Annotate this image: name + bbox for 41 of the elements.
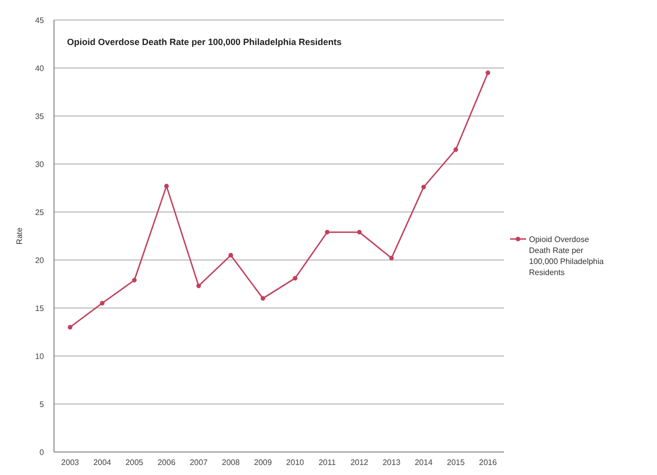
text: Opioid Overdose Death Rate per 100,000 Philadelphia Residents [67, 37, 342, 47]
y-tick-label: 5 [40, 400, 45, 409]
point [421, 184, 426, 190]
point [260, 296, 266, 301]
x-tick-label: 2009 [254, 458, 272, 467]
y-tick-label: 20 [35, 256, 45, 265]
y-tick-label: 45 [35, 16, 45, 25]
y-tick-label: 40 [35, 64, 45, 73]
y-tick-label: 30 [35, 160, 45, 169]
x-tick-label: 2004 [93, 458, 112, 467]
y-tick-label: 35 [35, 112, 45, 121]
y-tick-label: 10 [35, 352, 45, 361]
y-tick-label: 25 [35, 208, 45, 217]
point [389, 256, 394, 260]
x-tick-label: 2015 [446, 458, 466, 467]
y-tick-label: 15 [35, 304, 45, 313]
legend-label: Opioid Overdose Death Rate per 100,000 Philadelphia Residents [529, 235, 604, 277]
y-tick-label: 0 [40, 448, 45, 457]
x-tick-label: 2016 [479, 458, 498, 467]
x-tick-label: 2008 [222, 458, 240, 467]
x-tick-label: 2014 [414, 458, 434, 467]
point [164, 184, 169, 188]
point [132, 278, 137, 282]
x-tick-label: 2012 [350, 458, 369, 467]
point [292, 276, 298, 281]
point [100, 300, 105, 306]
x-tick-label: 2003 [61, 458, 80, 467]
x-tick-label: 2010 [286, 458, 305, 467]
point [453, 147, 458, 152]
point [486, 70, 490, 76]
x-tick-label: 2011 [318, 458, 336, 467]
x-tick-label: 2005 [125, 458, 144, 467]
x-tick-label: 2013 [382, 458, 401, 467]
point [196, 284, 201, 288]
point [324, 230, 330, 234]
x-tick-label: 2006 [158, 458, 176, 467]
point [357, 230, 362, 234]
point [68, 324, 72, 330]
y-axis-title: Rate [15, 227, 24, 244]
x-tick-label: 2007 [190, 458, 208, 467]
point [228, 252, 234, 258]
